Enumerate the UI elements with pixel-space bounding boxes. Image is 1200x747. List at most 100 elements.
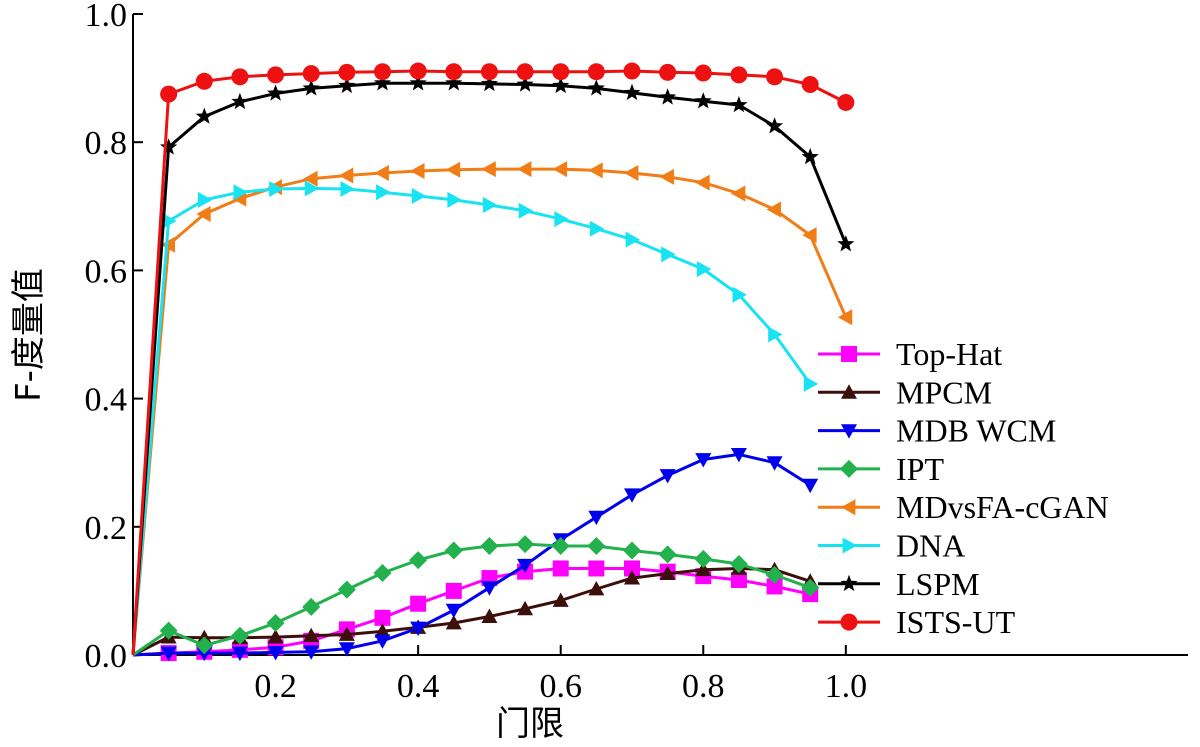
legend-item: ISTS-UT <box>818 604 1016 640</box>
data-point <box>552 76 570 94</box>
data-point <box>659 88 677 105</box>
series-ipt <box>132 535 820 657</box>
data-point <box>730 447 747 463</box>
data-point <box>162 213 177 230</box>
data-point <box>554 211 569 228</box>
data-point <box>587 537 606 556</box>
data-point <box>730 185 746 202</box>
data-point <box>410 163 425 180</box>
x-axis-title: 门限 <box>496 704 564 744</box>
series-ists-ut <box>131 62 855 656</box>
series-layer <box>131 62 855 662</box>
data-point <box>195 107 213 124</box>
data-point <box>338 63 356 81</box>
legend-marker <box>840 574 858 592</box>
data-point <box>445 603 462 619</box>
data-point <box>659 469 676 484</box>
data-point <box>302 79 320 96</box>
legend-marker <box>841 424 857 439</box>
data-point <box>661 246 676 263</box>
data-point <box>374 609 391 626</box>
data-point <box>481 581 498 596</box>
data-point <box>837 309 853 326</box>
series-line <box>132 452 811 657</box>
y-tick-label: 0.4 <box>85 382 128 419</box>
data-point <box>729 554 748 573</box>
legend-marker <box>841 346 857 362</box>
data-point <box>480 537 499 556</box>
axes <box>132 14 1188 656</box>
ticks: 0.0 0.2 0.4 0.6 0.8 1.0 0.2 0.4 0.6 0.8 1.0 <box>85 0 868 705</box>
data-point <box>802 227 817 244</box>
data-point <box>516 75 534 92</box>
data-point <box>444 541 463 560</box>
data-point <box>588 560 605 577</box>
y-tick-label: 0.0 <box>85 638 128 675</box>
data-point <box>552 560 569 577</box>
data-point <box>623 488 640 503</box>
series-mdvsfa-cgan <box>131 161 853 656</box>
data-point <box>623 560 640 577</box>
legend-item: Top-Hat <box>818 336 1002 372</box>
data-point <box>517 600 534 616</box>
data-point <box>695 174 710 191</box>
legend-label: IPT <box>896 451 944 487</box>
data-point <box>373 74 392 91</box>
y-tick-label: 1.0 <box>85 0 128 34</box>
data-point <box>480 63 498 81</box>
data-point <box>516 63 534 81</box>
legend-label: MPCM <box>896 374 992 410</box>
data-point <box>481 608 498 623</box>
y-axis-title: F-度量值 <box>9 268 49 402</box>
data-point <box>373 563 392 582</box>
data-point <box>411 188 427 205</box>
data-point <box>551 537 570 556</box>
data-point <box>766 117 784 134</box>
legend-item: MPCM <box>818 374 992 410</box>
y-tick-label: 0.6 <box>85 253 128 290</box>
data-point <box>376 184 391 201</box>
series-top-hat <box>132 560 819 662</box>
data-point <box>445 63 463 81</box>
data-point <box>768 326 783 343</box>
data-point <box>587 79 605 96</box>
data-point <box>658 545 677 564</box>
series-mdb-wcm <box>132 447 819 662</box>
legend-marker <box>841 499 856 516</box>
data-point <box>694 64 712 82</box>
legend-item: DNA <box>818 528 965 564</box>
data-point <box>302 597 321 616</box>
data-point <box>304 180 320 197</box>
data-point <box>303 645 320 660</box>
data-point <box>195 636 214 655</box>
data-point <box>696 261 712 278</box>
data-point <box>409 62 427 80</box>
data-point <box>230 626 249 645</box>
series-dna <box>131 180 819 656</box>
data-point <box>732 286 747 303</box>
data-point <box>160 138 178 155</box>
series-mpcm <box>132 560 819 657</box>
data-point <box>373 63 391 81</box>
data-point <box>160 85 178 103</box>
data-point <box>694 92 712 109</box>
series-lspm <box>131 74 855 656</box>
data-point <box>552 161 568 178</box>
data-point <box>410 595 427 612</box>
legend-marker <box>841 384 857 399</box>
x-tick-label: 0.2 <box>254 668 297 705</box>
data-point <box>231 68 249 86</box>
data-point <box>766 578 783 595</box>
data-point <box>552 592 569 607</box>
legend-item: LSPM <box>818 566 980 602</box>
data-point <box>337 580 356 599</box>
data-point <box>588 162 603 179</box>
data-point <box>267 646 284 661</box>
data-point <box>803 375 819 392</box>
x-tick-label: 0.4 <box>397 668 440 705</box>
legend-marker <box>840 459 858 478</box>
data-point <box>233 184 248 201</box>
data-point <box>766 201 781 218</box>
data-point <box>837 235 855 252</box>
